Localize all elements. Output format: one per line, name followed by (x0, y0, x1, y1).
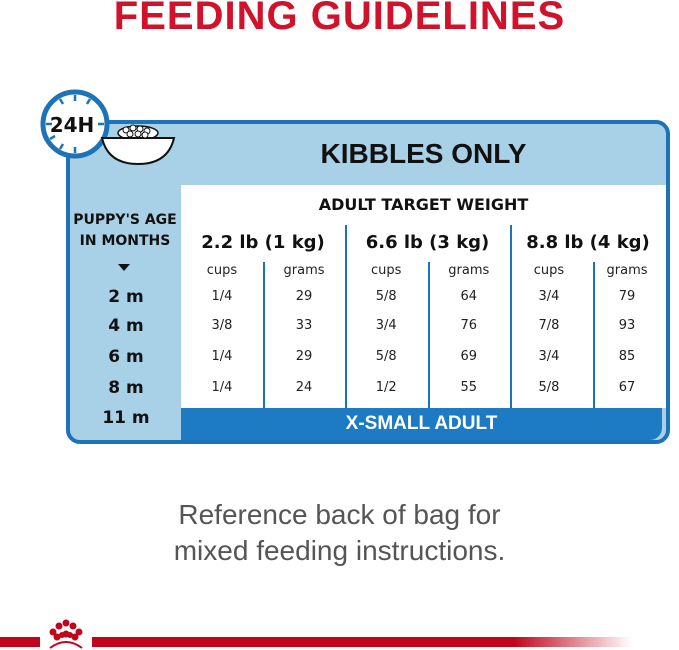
table-cell: 79 (618, 289, 636, 304)
table-cell: 67 (618, 380, 636, 395)
note-line: Reference back of bag for (178, 499, 501, 530)
table-cell: 1/4 (211, 380, 233, 395)
divider (263, 262, 265, 408)
table-cell: 5/8 (375, 289, 397, 304)
table-cell: 5/8 (538, 380, 560, 395)
clock-bowl-icon: 24H (40, 89, 176, 166)
unit-header: cups (206, 263, 238, 278)
age-label: 6 m (108, 347, 144, 367)
table-cell: 5/8 (375, 349, 397, 364)
unit-header: grams (606, 263, 648, 278)
divider (593, 262, 595, 408)
crown-logo-icon (49, 619, 83, 649)
age-label: 8 m (108, 378, 144, 398)
divider (510, 225, 512, 408)
table-cell: 76 (460, 318, 478, 333)
table-cell: 55 (460, 380, 478, 395)
table-cell: 3/4 (538, 349, 560, 364)
weight-header: 6.6 lb (3 kg) (365, 232, 490, 253)
divider (428, 262, 430, 408)
table-cell: 24 (295, 380, 313, 395)
clock-label: 24H (50, 113, 95, 137)
table-cell: 29 (295, 349, 313, 364)
table-cell: 64 (460, 289, 478, 304)
age-label: 4 m (108, 316, 144, 336)
table-cell: 3/8 (211, 318, 233, 333)
unit-header: cups (533, 263, 565, 278)
table-cell: 29 (295, 289, 313, 304)
weight-header: 2.2 lb (1 kg) (201, 232, 325, 253)
unit-header: cups (371, 263, 402, 278)
table-cell: 69 (460, 349, 478, 364)
table-body (181, 185, 666, 408)
size-footer: X-SMALL ADULT (181, 408, 662, 440)
table-cell: 3/4 (538, 289, 560, 304)
table-cell: 33 (295, 318, 313, 333)
page-title: FEEDING GUIDELINES (113, 0, 566, 38)
unit-header: grams (283, 263, 325, 278)
table-cell: 85 (618, 349, 636, 364)
table-cell: 93 (618, 318, 636, 333)
divider (345, 225, 347, 408)
age-label: 11 m (102, 408, 150, 428)
brand-footer (0, 619, 632, 649)
age-header: PUPPY'S AGE IN MONTHS (73, 212, 177, 249)
table-cell: 1/4 (211, 349, 233, 364)
age-label: 2 m (108, 287, 144, 307)
table-cell: 3/4 (375, 318, 397, 333)
target-weight-header: ADULT TARGET WEIGHT (318, 195, 529, 214)
unit-header: grams (448, 263, 490, 278)
table-cell: 1/4 (211, 289, 233, 304)
down-arrow-icon (118, 264, 130, 271)
weight-header: 8.8 lb (4 kg) (526, 232, 650, 253)
note-line: mixed feeding instructions. (173, 535, 506, 566)
mixed-feeding-note: Reference back of bag for mixed feeding … (0, 497, 679, 569)
table-title: KIBBLES ONLY (320, 138, 527, 169)
table-cell: 7/8 (538, 318, 560, 333)
table-cell: 1/2 (375, 380, 397, 395)
